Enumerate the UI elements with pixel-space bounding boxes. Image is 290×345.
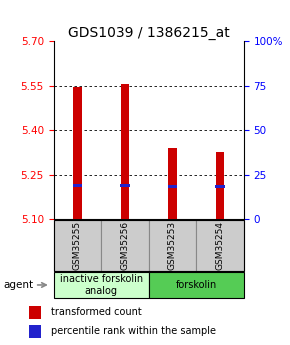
Text: inactive forskolin
analog: inactive forskolin analog <box>59 274 143 296</box>
Text: agent: agent <box>3 280 33 290</box>
Text: GSM35255: GSM35255 <box>73 221 82 270</box>
Bar <box>196 220 244 271</box>
Bar <box>54 220 101 271</box>
Text: GSM35256: GSM35256 <box>120 221 129 270</box>
Text: forskolin: forskolin <box>175 280 217 290</box>
Bar <box>168 185 177 188</box>
Bar <box>148 272 244 298</box>
Title: GDS1039 / 1386215_at: GDS1039 / 1386215_at <box>68 26 229 40</box>
Bar <box>148 220 196 271</box>
Bar <box>73 184 82 187</box>
Bar <box>29 325 41 337</box>
Bar <box>29 306 41 318</box>
Text: transformed count: transformed count <box>51 307 142 317</box>
Bar <box>215 185 224 188</box>
Bar <box>168 148 177 219</box>
Bar <box>121 84 129 219</box>
Text: GSM35253: GSM35253 <box>168 221 177 270</box>
Text: percentile rank within the sample: percentile rank within the sample <box>51 326 216 336</box>
Bar <box>101 220 148 271</box>
Bar <box>215 152 224 219</box>
Bar <box>120 184 130 187</box>
Bar <box>73 87 82 219</box>
Bar <box>54 272 148 298</box>
Text: GSM35254: GSM35254 <box>215 221 224 270</box>
